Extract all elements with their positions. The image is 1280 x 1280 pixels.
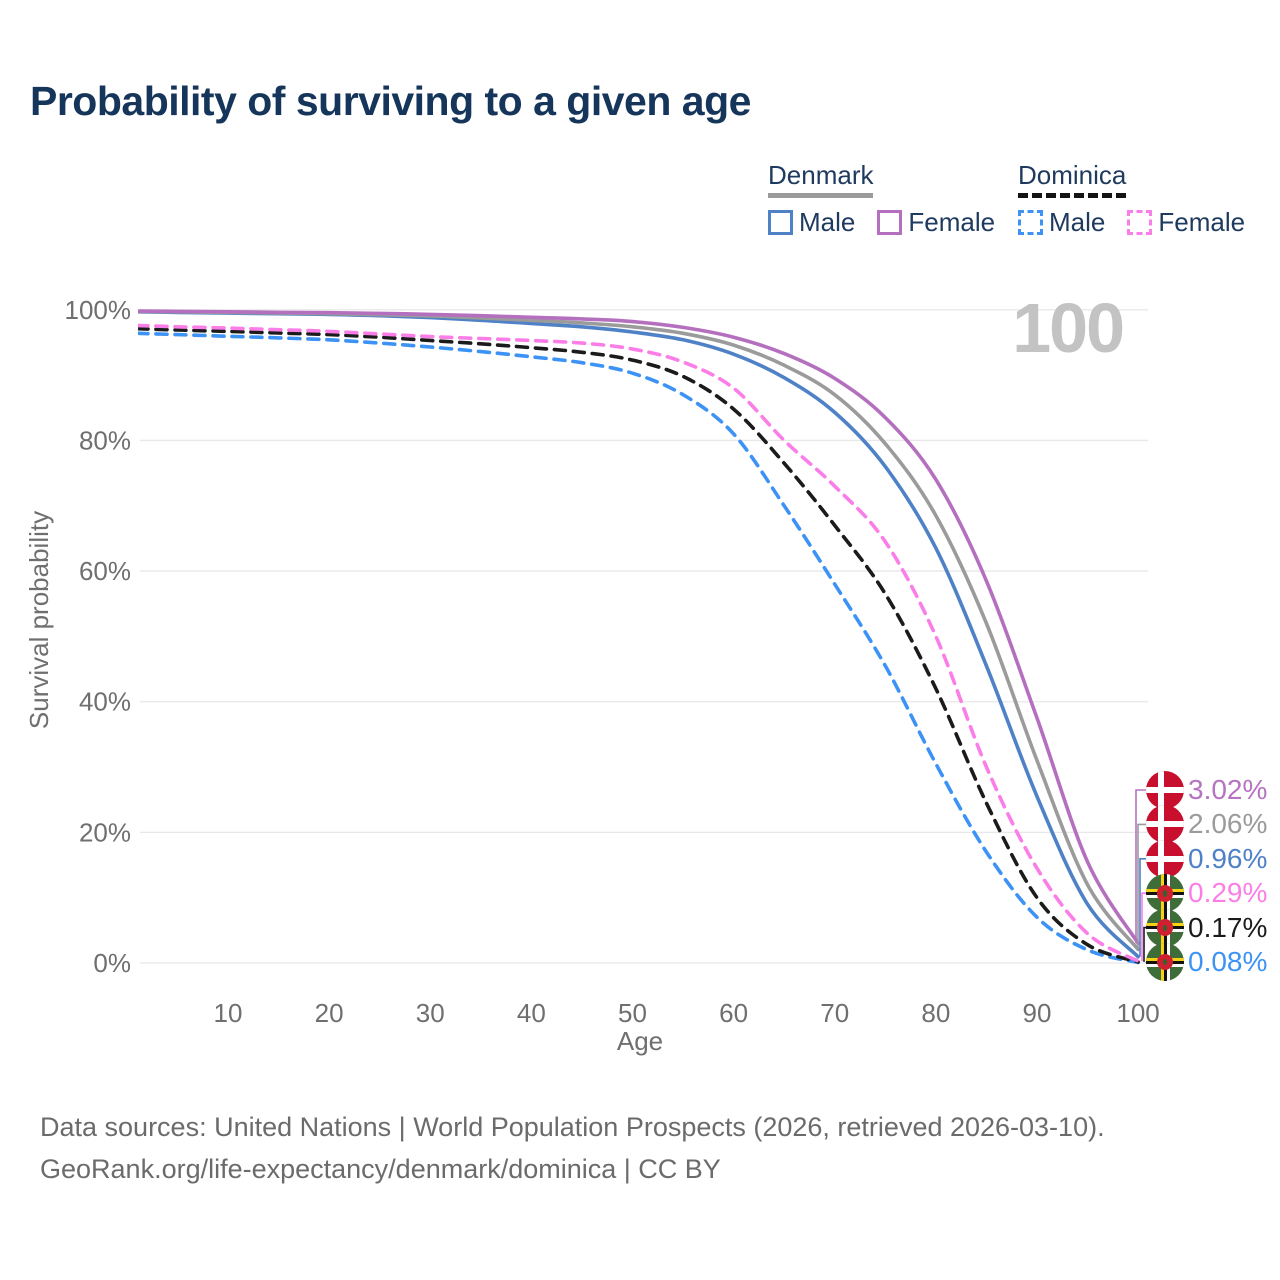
end-label-denmark-male: 0.96% — [1146, 839, 1267, 879]
footer-data-sources: Data sources: United Nations | World Pop… — [40, 1112, 1105, 1142]
legend-item-denmark-male[interactable]: Male — [768, 207, 855, 238]
dominica-flag-icon — [1146, 874, 1184, 913]
x-axis-title: Age — [617, 1026, 663, 1056]
page-title: Probability of surviving to a given age — [30, 78, 751, 124]
y-tick-80: 80% — [79, 425, 131, 455]
end-label-value: 0.08% — [1188, 946, 1268, 977]
y-tick-0: 0% — [93, 948, 131, 978]
end-label-connector-denmark-male — [1139, 858, 1146, 957]
age-watermark: 100 — [1012, 289, 1125, 367]
y-tick-60: 60% — [79, 556, 131, 586]
series-line-dominica-female[interactable] — [137, 323, 1140, 963]
x-tick-70: 70 — [820, 998, 849, 1028]
legend-item-label: Female — [1158, 207, 1246, 237]
end-label-denmark-both: 2.06% — [1146, 804, 1267, 844]
end-label-value: 3.02% — [1188, 774, 1268, 805]
footer: Data sources: United Nations | World Pop… — [40, 1106, 1105, 1190]
legend-country-dominica: Dominica — [1018, 160, 1127, 198]
series-line-denmark-female[interactable] — [137, 309, 1140, 946]
legend-item-denmark-female[interactable]: Female — [877, 207, 995, 238]
x-tick-30: 30 — [416, 998, 445, 1028]
legend-country-denmark: Denmark — [768, 160, 874, 198]
denmark-flag-icon — [1146, 805, 1184, 844]
end-label-dominica-female: 0.29% — [1146, 873, 1267, 913]
end-label-connector-dominica-female — [1141, 892, 1146, 962]
x-tick-50: 50 — [618, 998, 647, 1028]
x-tick-100: 100 — [1116, 998, 1159, 1028]
x-tick-80: 80 — [921, 998, 950, 1028]
x-tick-20: 20 — [315, 998, 344, 1028]
end-label-connector-denmark-both — [1137, 823, 1146, 950]
legend-swatch-icon — [768, 210, 793, 235]
series-line-dominica-male[interactable] — [137, 331, 1140, 965]
legend-item-label: Male — [1049, 207, 1106, 237]
legend-swatch-icon — [1127, 210, 1153, 235]
legend-group-denmark: Denmark Male Female — [768, 160, 995, 238]
end-label-connector-dominica-both — [1143, 926, 1146, 962]
legend-item-dominica-female[interactable]: Female — [1127, 207, 1245, 238]
x-tick-10: 10 — [214, 998, 243, 1028]
dominica-flag-icon — [1146, 943, 1184, 981]
legend-item-dominica-male[interactable]: Male — [1018, 207, 1105, 238]
end-label-value: 0.96% — [1188, 842, 1268, 874]
end-label-dominica-male: 0.08% — [1146, 942, 1267, 982]
legend-item-label: Male — [799, 207, 856, 237]
y-tick-20: 20% — [79, 817, 131, 847]
end-label-connector-denmark-female — [1135, 789, 1146, 944]
denmark-flag-icon — [1146, 771, 1184, 809]
y-tick-100: 100% — [65, 295, 132, 325]
denmark-flag-icon — [1146, 839, 1184, 878]
series-line-dominica-both-sexes[interactable] — [137, 326, 1140, 964]
end-label-value: 2.06% — [1188, 808, 1268, 840]
legend-group-dominica: Dominica Male Female — [1018, 160, 1245, 238]
dominica-flag-icon — [1146, 908, 1184, 947]
end-label-dominica-both: 0.17% — [1146, 908, 1267, 948]
y-tick-40: 40% — [79, 687, 131, 717]
legend-swatch-icon — [1018, 210, 1043, 235]
x-tick-90: 90 — [1023, 998, 1052, 1028]
end-label-denmark-female: 3.02% — [1146, 770, 1267, 810]
y-axis-title: Survival probability — [24, 511, 54, 729]
end-label-value: 0.17% — [1188, 911, 1268, 943]
x-tick-40: 40 — [517, 998, 546, 1028]
end-label-value: 0.29% — [1188, 877, 1268, 909]
x-tick-60: 60 — [719, 998, 748, 1028]
legend-item-label: Female — [908, 207, 996, 237]
series-line-denmark-male[interactable] — [137, 310, 1140, 959]
legend-swatch-icon — [877, 210, 903, 235]
footer-attribution: GeoRank.org/life-expectancy/denmark/domi… — [40, 1154, 721, 1184]
